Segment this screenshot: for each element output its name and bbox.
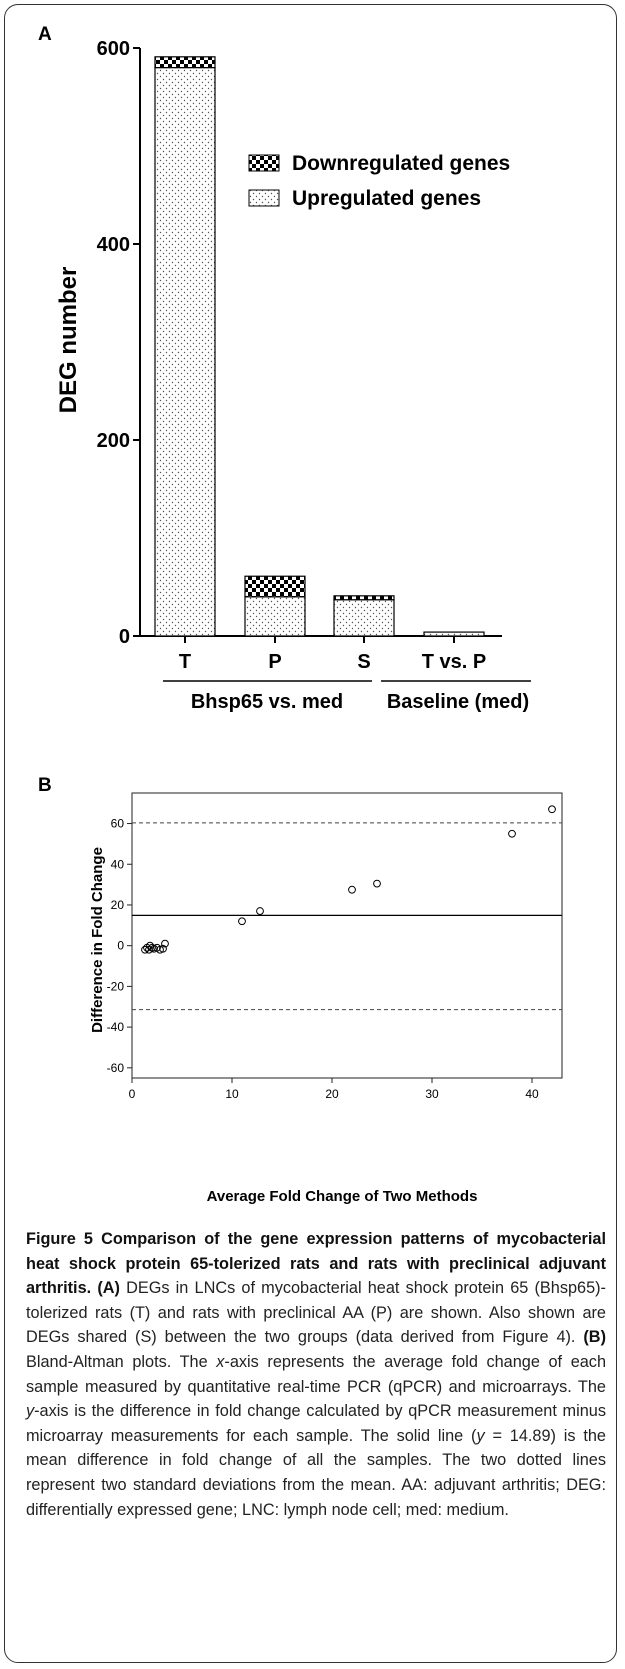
bar-upregulated [244, 596, 306, 637]
y-tick-label: -40 [107, 1020, 125, 1034]
y-tick-label: -60 [107, 1061, 125, 1075]
y-tick-label: 600 [97, 38, 130, 60]
data-point [508, 829, 516, 838]
bar-downregulated [333, 595, 395, 601]
y-tick-label: 400 [97, 234, 130, 256]
bar-upregulated [154, 66, 216, 637]
caption-title: Figure 5 Comparison of the gene expressi… [26, 1230, 606, 1298]
caption-part-b-text-3: -axis is the difference in fold change c… [26, 1402, 606, 1445]
caption-x-axis-word: x [216, 1352, 225, 1371]
data-point [256, 907, 264, 915]
caption-y-equation-word: y [476, 1426, 485, 1445]
panel-a-axes: 0 200 400 600 T P S T vs. P [97, 38, 502, 673]
group-label-baseline: Baseline (med) [387, 691, 529, 713]
x-tick-label: S [357, 651, 370, 673]
caption-part-b-text-2: -axis represents the average fold change… [26, 1352, 606, 1396]
x-tick-label: T vs. P [422, 651, 486, 673]
legend-swatch-downregulated [248, 154, 280, 172]
plot-frame [131, 792, 563, 1079]
x-tick-label: 20 [325, 1087, 339, 1101]
panel-b-reference-lines [132, 822, 562, 1011]
bar-upregulated [423, 631, 485, 637]
figure-caption: Figure 5 Comparison of the gene expressi… [26, 1230, 606, 1519]
panel-b-axes: -60 -40 -20 0 20 40 60 0 10 20 30 40 [107, 792, 563, 1101]
caption-y-axis-word: y [26, 1402, 35, 1421]
panel-b-label: B [38, 775, 52, 796]
data-point [141, 945, 149, 954]
data-point [238, 917, 246, 926]
y-tick-label: 20 [111, 898, 125, 912]
data-point [159, 944, 167, 953]
data-point [161, 939, 169, 948]
y-tick-label: 200 [97, 430, 130, 452]
legend-label-downregulated: Downregulated genes [292, 152, 510, 175]
data-point [548, 805, 556, 814]
panel-b-points [141, 805, 556, 954]
y-tick-label: 40 [111, 857, 125, 871]
data-point [373, 879, 381, 888]
x-tick-label: P [268, 651, 281, 673]
x-tick-label: 10 [225, 1087, 239, 1101]
bar-downregulated [244, 575, 306, 598]
caption-part-a-tag: (A) [97, 1279, 120, 1298]
y-tick-label: 60 [111, 817, 125, 831]
bar-downregulated [154, 56, 216, 69]
caption-part-b-text-4: = 14.89) is the mean difference in fold … [26, 1426, 606, 1519]
y-tick-label: -20 [107, 979, 125, 993]
x-tick-label: 40 [525, 1087, 539, 1101]
panel-a-y-axis-label: DEG number [55, 267, 82, 414]
panel-b-y-axis-label: Difference in Fold Change [89, 847, 106, 1033]
x-tick-label: 0 [129, 1087, 136, 1101]
caption-part-a-text: DEGs in LNCs of mycobacterial heat shock… [26, 1279, 606, 1347]
y-tick-label: 0 [117, 939, 124, 953]
caption-part-b-tag: (B) [583, 1328, 606, 1347]
figure-frame [4, 4, 617, 1663]
panel-a-legend: Downregulated genes Upregulated genes [248, 152, 510, 210]
y-tick-label: 0 [119, 626, 130, 648]
legend-label-upregulated: Upregulated genes [292, 187, 481, 210]
panel-a-bars [154, 56, 485, 637]
bar-upregulated [333, 599, 395, 637]
legend-swatch-upregulated [248, 189, 280, 207]
group-label-bhsp65: Bhsp65 vs. med [191, 691, 343, 713]
panel-a-group-brackets: Bhsp65 vs. med Baseline (med) [163, 680, 531, 713]
panel-b-x-axis-label: Average Fold Change of Two Methods [207, 1188, 478, 1205]
data-point [348, 885, 356, 894]
caption-part-b-text-1: Bland-Altman plots. The [26, 1352, 208, 1371]
panel-a-label: A [38, 24, 52, 45]
x-tick-label: 30 [425, 1087, 439, 1101]
x-tick-label: T [179, 651, 191, 673]
